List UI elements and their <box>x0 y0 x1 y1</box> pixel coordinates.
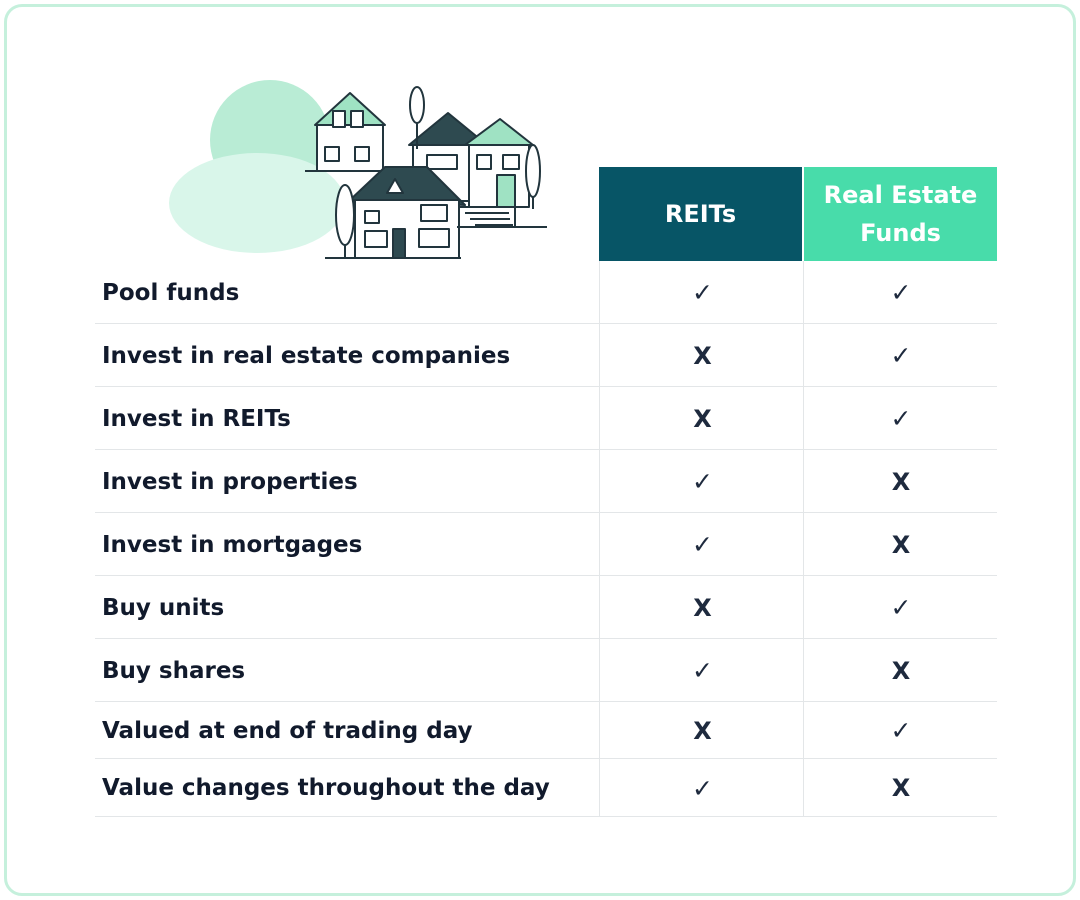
header-reits: REITs <box>599 167 802 261</box>
table-row: Value changes throughout the day ✓ X <box>95 759 997 817</box>
funds-checkmark: ✓ <box>890 341 912 370</box>
header-real-estate-funds: Real Estate Funds <box>804 167 997 261</box>
column-divider <box>599 261 600 817</box>
reits-checkmark: ✓ <box>692 467 713 496</box>
table-row: Valued at end of trading day X ✓ <box>95 702 997 759</box>
table-row: Invest in properties ✓ X <box>95 450 997 513</box>
row-divider <box>95 638 997 639</box>
funds-checkmark: ✓ <box>890 278 912 307</box>
row-label: Invest in real estate companies <box>102 342 511 369</box>
column-divider <box>803 261 804 817</box>
funds-x-mark: X <box>891 467 911 496</box>
reits-checkmark: ✓ <box>692 656 713 685</box>
comparison-card: REITs Real Estate Funds Pool funds ✓ ✓ Inve… <box>4 4 1076 896</box>
funds-checkmark: ✓ <box>890 593 912 622</box>
row-label: Buy shares <box>102 657 246 684</box>
table-row: Invest in real estate companies X ✓ <box>95 324 997 387</box>
funds-checkmark: ✓ <box>890 716 912 745</box>
reits-x-mark: X <box>693 716 712 745</box>
row-label: Invest in REITs <box>102 405 291 432</box>
row-divider <box>95 512 997 513</box>
reits-checkmark: ✓ <box>692 278 713 307</box>
reits-x-mark: X <box>693 341 712 370</box>
row-divider <box>95 758 997 759</box>
row-divider <box>95 575 997 576</box>
row-label: Buy units <box>102 594 225 621</box>
table-row: Invest in REITs X ✓ <box>95 387 997 450</box>
row-divider <box>95 701 997 702</box>
reits-x-mark: X <box>693 404 712 433</box>
row-label: Invest in properties <box>102 468 358 495</box>
reits-x-mark: X <box>693 593 712 622</box>
funds-checkmark: ✓ <box>890 404 912 433</box>
row-label: Value changes throughout the day <box>102 775 550 801</box>
table-row: Pool funds ✓ ✓ <box>95 261 997 324</box>
funds-x-mark: X <box>891 530 911 559</box>
row-label: Valued at end of trading day <box>102 717 473 744</box>
table-row: Invest in mortgages ✓ X <box>95 513 997 576</box>
row-label: Pool funds <box>102 279 240 306</box>
funds-x-mark: X <box>891 774 911 802</box>
reits-checkmark: ✓ <box>692 530 713 559</box>
houses-illustration-icon <box>169 80 547 259</box>
funds-x-mark: X <box>891 656 911 685</box>
row-divider <box>95 323 997 324</box>
row-divider <box>95 449 997 450</box>
reits-checkmark: ✓ <box>692 773 713 803</box>
row-divider <box>95 386 997 387</box>
row-divider <box>95 816 997 817</box>
table-row: Buy units X ✓ <box>95 576 997 639</box>
row-label: Invest in mortgages <box>102 531 363 558</box>
table-row: Buy shares ✓ X <box>95 639 997 702</box>
